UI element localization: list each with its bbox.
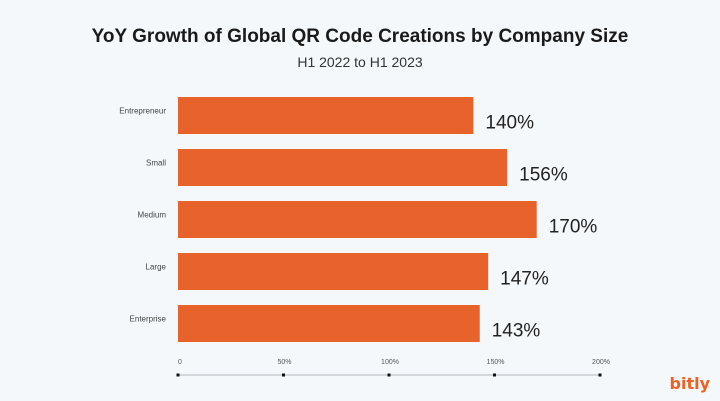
bitly-logo: bitly: [669, 374, 711, 393]
x-tick: [493, 373, 496, 377]
category-label: Entrepreneur: [119, 107, 166, 116]
category-label: Medium: [138, 211, 167, 220]
data-label: 143%: [492, 321, 541, 342]
x-tick-label: 0: [178, 359, 182, 366]
bar: [178, 201, 537, 238]
data-label: 147%: [500, 269, 549, 290]
bar: [178, 97, 474, 134]
chart-title: YoY Growth of Global QR Code Creations b…: [91, 26, 629, 47]
category-label: Large: [146, 263, 167, 272]
x-tick-label: 200%: [592, 359, 610, 366]
data-label: 170%: [549, 217, 598, 238]
x-tick-label: 50%: [277, 359, 291, 366]
bar: [178, 305, 480, 342]
bar: [178, 149, 508, 186]
x-tick: [176, 373, 180, 377]
bar: [178, 253, 489, 290]
chart-subtitle: H1 2022 to H1 2023: [297, 54, 423, 70]
x-tick: [387, 373, 391, 377]
x-tick-label: 100%: [381, 359, 399, 366]
x-tick-label: 150%: [487, 359, 505, 366]
data-label: 156%: [519, 165, 568, 186]
x-tick: [282, 373, 285, 377]
category-label: Enterprise: [130, 315, 167, 324]
data-label: 140%: [485, 113, 534, 134]
category-label: Small: [146, 159, 166, 168]
x-tick: [598, 373, 602, 377]
